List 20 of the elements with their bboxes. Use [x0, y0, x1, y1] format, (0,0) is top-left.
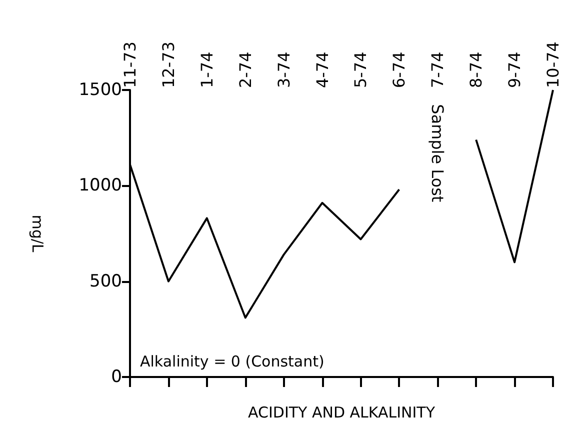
x-tick-label: 8-74 — [466, 52, 486, 88]
x-tick-label: 5-74 — [351, 52, 370, 88]
x-axis-title: ACIDITY AND ALKALINITY — [248, 404, 436, 422]
x-tick-label: 12-73 — [158, 42, 178, 88]
y-tick-label: 500 — [90, 271, 122, 292]
x-tick-label: 2-74 — [236, 52, 255, 88]
annotation: Sample Lost — [428, 104, 448, 202]
y-tick-label: 1500 — [78, 80, 122, 100]
annotation: Alkalinity = 0 (Constant) — [140, 352, 324, 370]
x-tick-label: 10-74 — [544, 42, 562, 88]
x-tick-label: 6-74 — [390, 52, 409, 88]
y-tick-label: 0 — [111, 367, 122, 387]
x-tick-label: 11-73 — [120, 42, 140, 88]
x-tick-label: 1-74 — [197, 52, 216, 88]
y-axis-title: mg/L — [28, 214, 46, 253]
x-tick-label: 4-74 — [312, 52, 332, 88]
y-tick-label: 1000 — [78, 176, 122, 196]
x-tick-label: 7-74 — [428, 52, 448, 88]
x-tick-label: 3-74 — [274, 52, 294, 88]
x-tick-label: 9-74 — [505, 52, 524, 88]
